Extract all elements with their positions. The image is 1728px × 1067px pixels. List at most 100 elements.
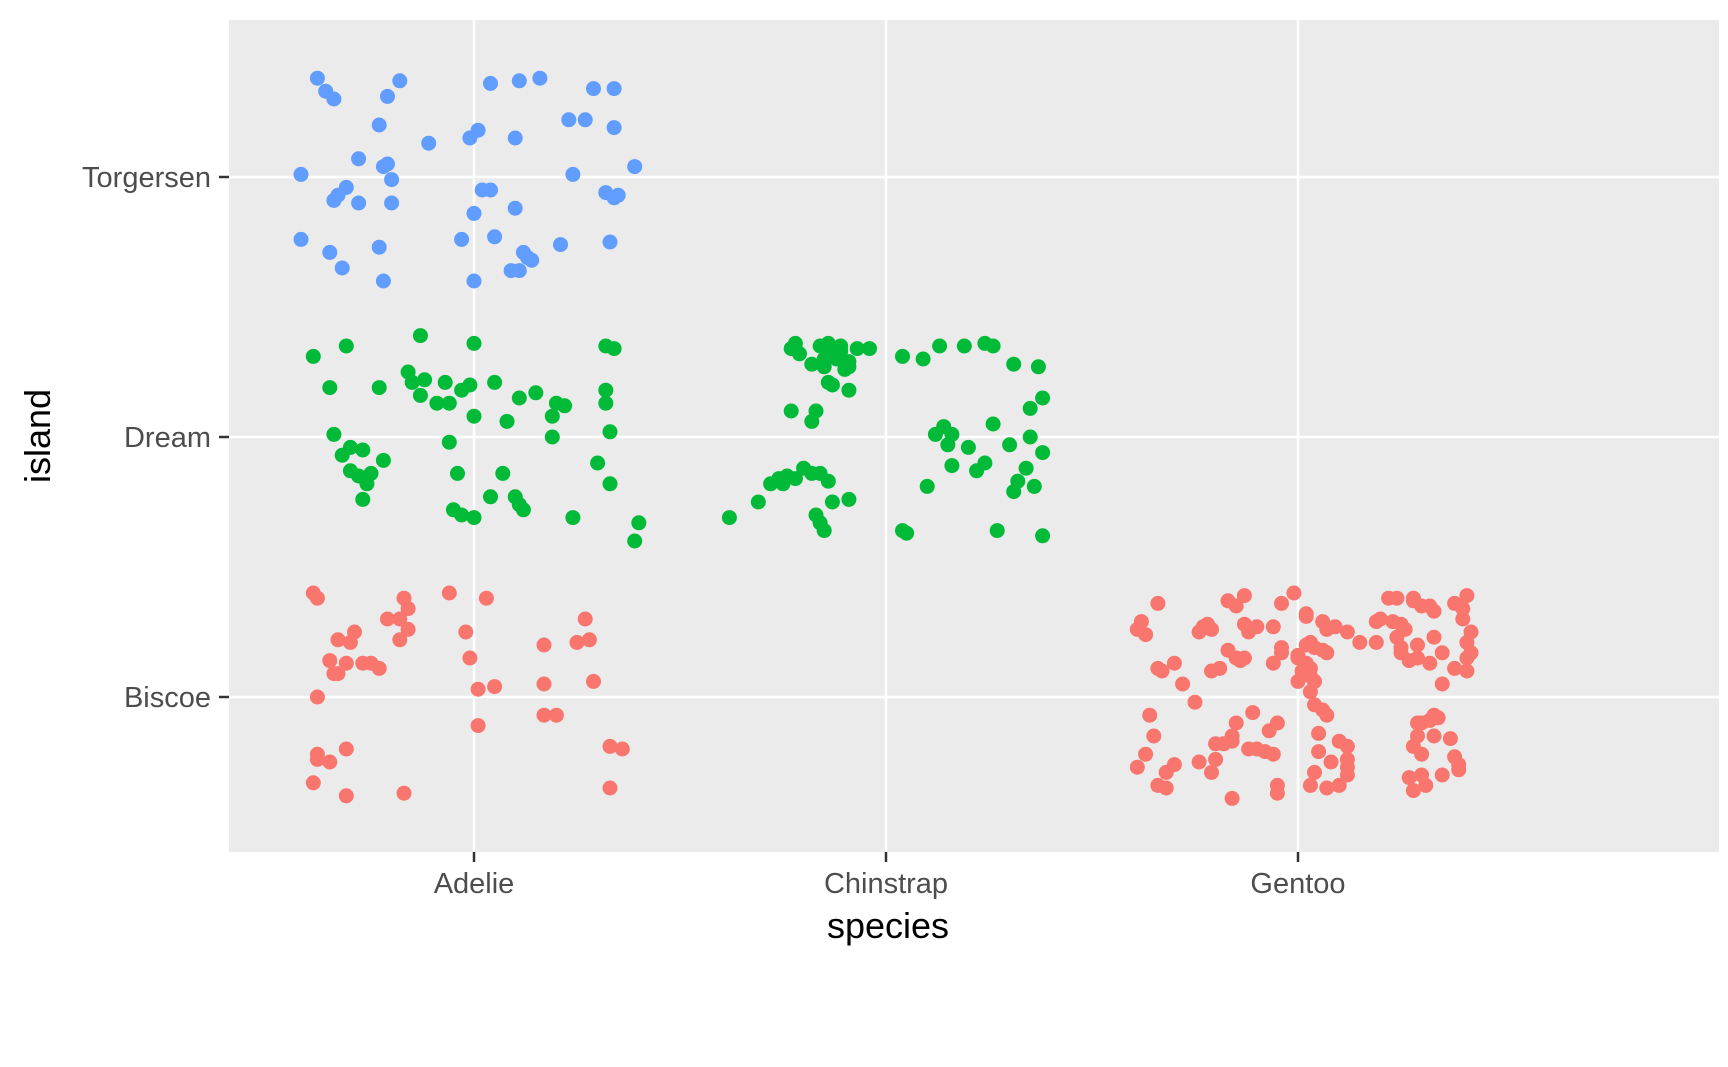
data-point [392, 611, 408, 627]
data-point [932, 338, 948, 354]
data-point [816, 351, 832, 367]
data-point [359, 476, 375, 492]
x-tick-label: Gentoo [1250, 868, 1345, 900]
data-point [565, 510, 581, 526]
data-point [1393, 640, 1409, 656]
data-point [1158, 780, 1174, 796]
x-tick-label: Chinstrap [824, 868, 948, 900]
data-point [1026, 478, 1042, 494]
data-point [1410, 650, 1425, 666]
data-point [544, 429, 560, 445]
data-point [1339, 767, 1355, 783]
data-point [1224, 790, 1240, 806]
data-point [1389, 590, 1405, 606]
data-point [511, 390, 527, 406]
data-point [441, 395, 457, 411]
data-point [1191, 754, 1207, 770]
data-point [1455, 611, 1471, 627]
data-point [989, 523, 1005, 539]
data-point [1430, 710, 1446, 726]
data-point [483, 182, 498, 198]
data-point [1319, 707, 1335, 723]
data-point [1331, 777, 1347, 793]
data-point [1228, 598, 1244, 614]
data-point [462, 130, 478, 146]
data-point [396, 785, 412, 801]
data-point [1302, 777, 1318, 793]
data-point [557, 398, 573, 414]
data-point [470, 718, 486, 734]
data-point [441, 585, 457, 601]
data-point [536, 637, 552, 653]
data-point [602, 424, 618, 440]
data-point [322, 653, 338, 669]
data-point [1434, 676, 1450, 692]
data-point [1323, 754, 1339, 770]
data-point [1265, 655, 1281, 671]
data-point [478, 590, 494, 606]
data-point [532, 70, 548, 86]
data-point [466, 273, 482, 289]
data-point [466, 335, 482, 351]
data-point [895, 523, 910, 539]
data-point [1245, 705, 1261, 721]
data-point [462, 377, 478, 393]
data-point [1286, 585, 1302, 601]
data-point [1339, 624, 1355, 640]
data-point [1228, 715, 1244, 731]
data-point [334, 447, 350, 463]
data-point [750, 494, 766, 510]
data-point [338, 788, 354, 804]
data-point [293, 166, 309, 182]
data-point [804, 413, 820, 429]
data-point [602, 476, 618, 492]
data-point [305, 348, 321, 364]
data-point [1459, 663, 1475, 679]
data-point [1154, 663, 1170, 679]
y-tick-label: Torgersen [82, 162, 211, 194]
data-point [371, 117, 387, 133]
data-point [581, 632, 597, 648]
data-point [1204, 663, 1219, 679]
y-axis-title: island [17, 389, 58, 483]
data-point [985, 416, 1001, 432]
data-point [470, 681, 486, 697]
data-point [483, 489, 498, 505]
data-point [483, 75, 498, 91]
data-point [548, 707, 564, 723]
data-point [404, 374, 420, 390]
data-point [334, 260, 350, 276]
data-point [944, 458, 960, 474]
data-point [1022, 400, 1038, 416]
data-point [511, 73, 527, 89]
data-point [985, 338, 1001, 354]
data-point [309, 70, 325, 86]
data-point [553, 237, 568, 253]
data-point [1298, 608, 1314, 624]
data-point [462, 650, 478, 666]
data-point [1249, 619, 1265, 635]
x-axis-title: species [827, 905, 949, 946]
series-biscoe [305, 585, 1479, 806]
data-point [1006, 484, 1022, 500]
data-point [1204, 764, 1219, 780]
data-point [841, 359, 857, 375]
data-point [1290, 673, 1306, 689]
data-point [1401, 770, 1417, 786]
data-point [520, 250, 536, 266]
data-point [536, 707, 552, 723]
data-point [804, 356, 820, 372]
y-tick-label: Biscoe [124, 682, 211, 714]
data-point [1142, 707, 1158, 723]
data-point [606, 341, 622, 357]
data-point [380, 88, 395, 104]
data-point [1459, 588, 1475, 604]
data-point [384, 172, 400, 188]
data-point [400, 621, 416, 637]
data-point [1442, 731, 1458, 747]
data-point [466, 205, 482, 221]
data-point [305, 775, 321, 791]
data-point [1236, 588, 1252, 604]
data-point [577, 611, 593, 627]
series-dream [305, 328, 1051, 549]
